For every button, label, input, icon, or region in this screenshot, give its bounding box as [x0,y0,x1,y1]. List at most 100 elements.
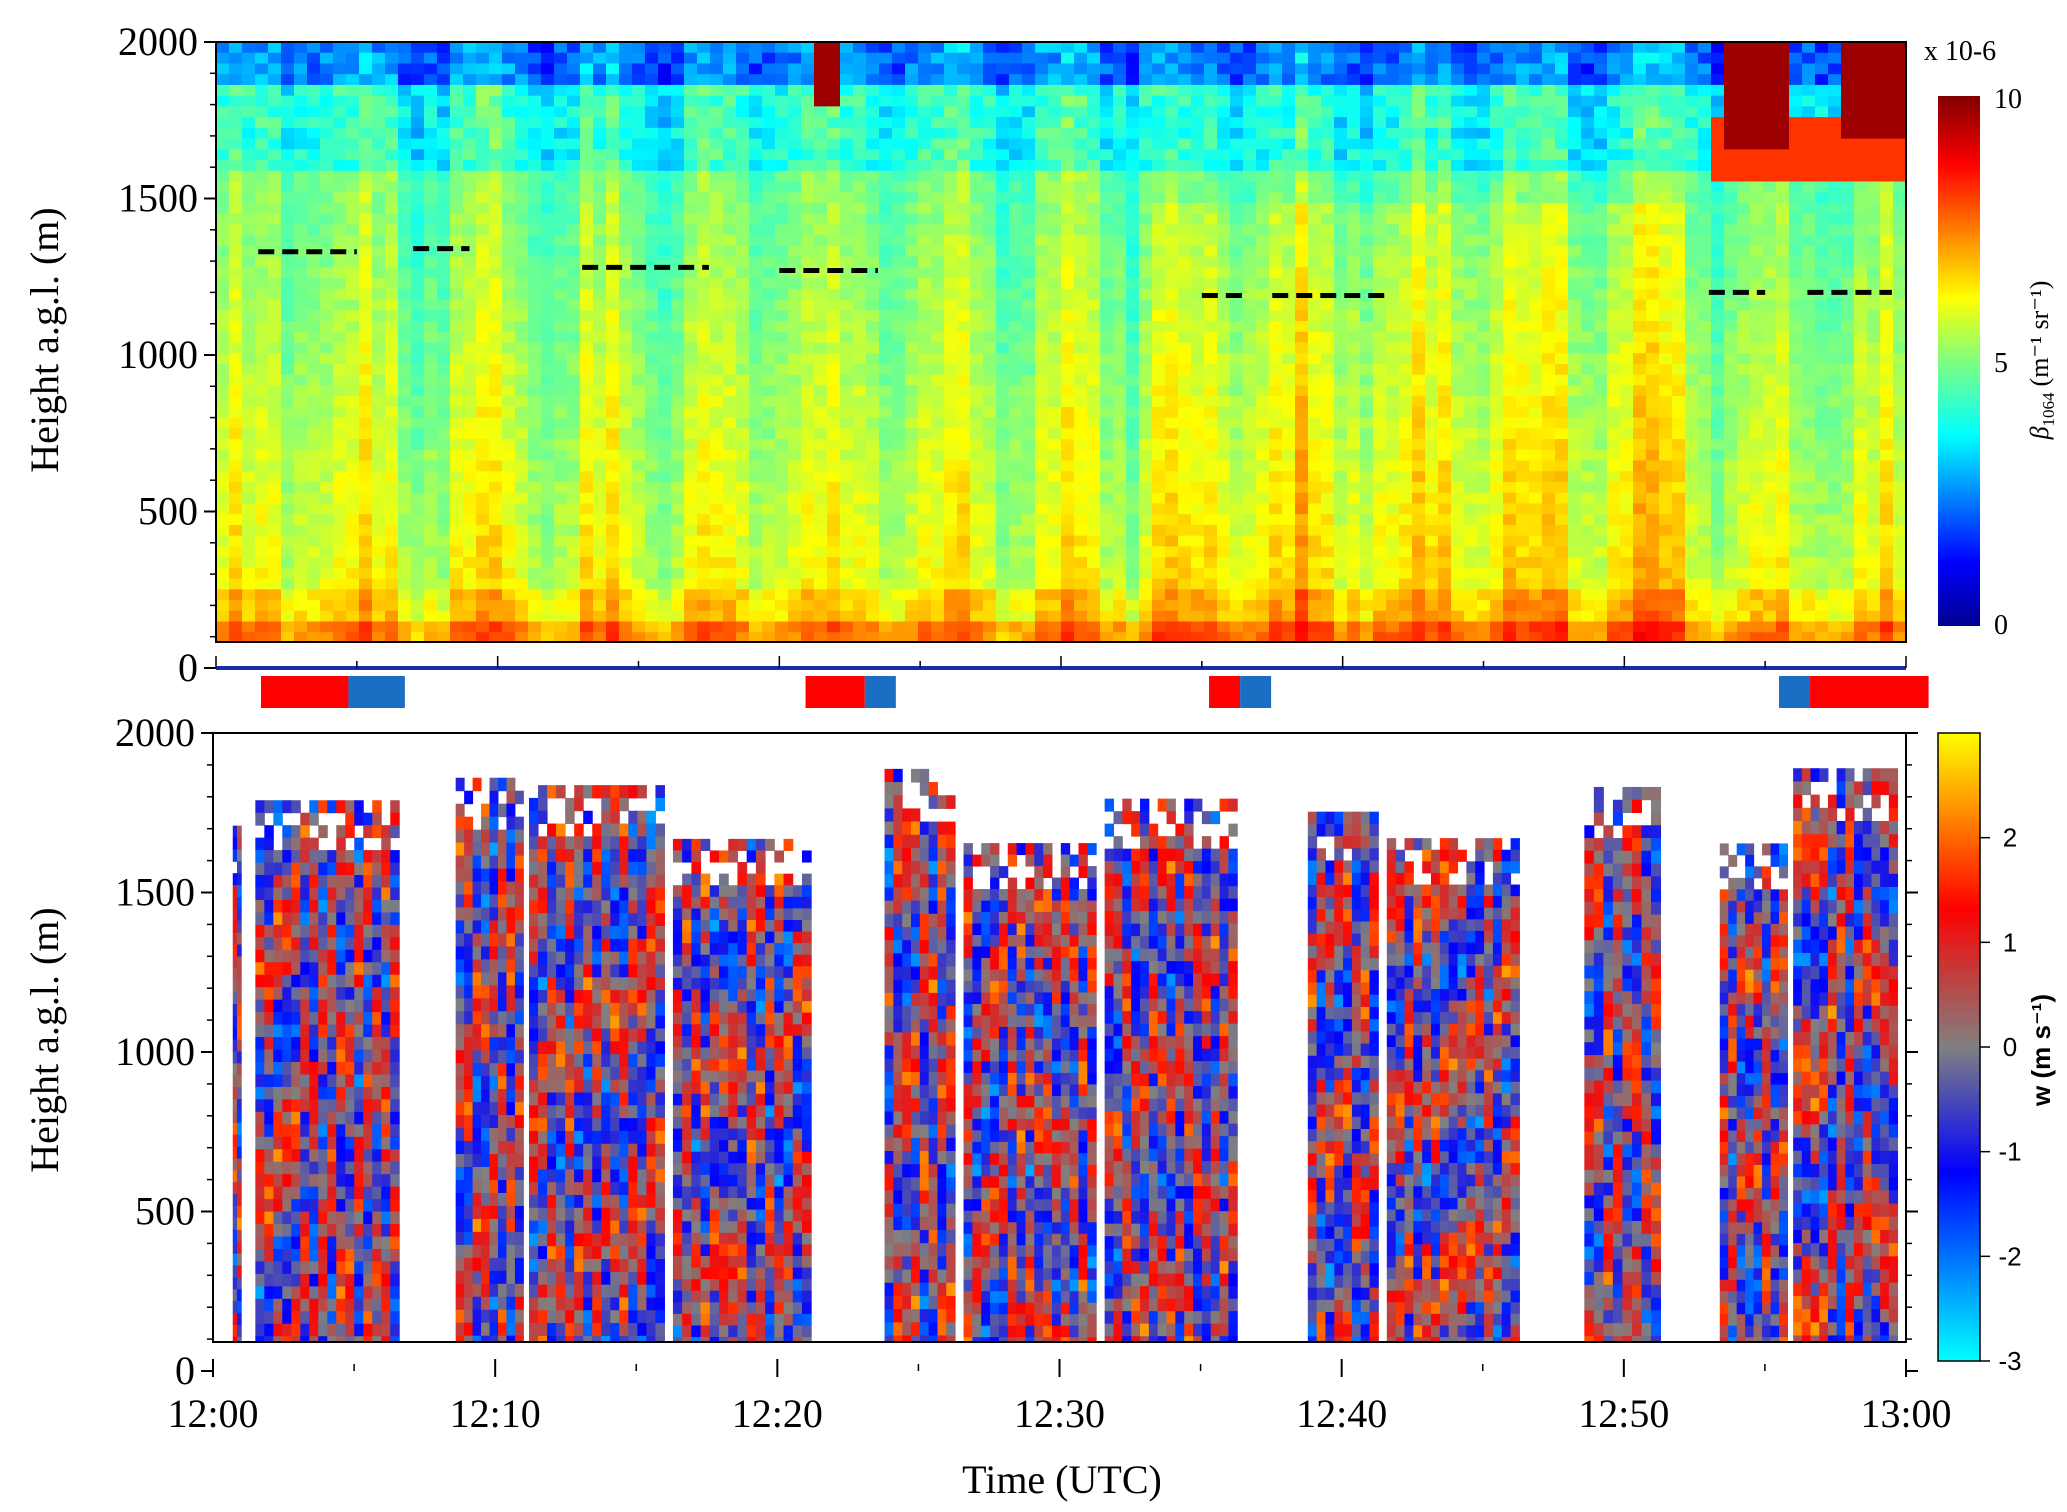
backscatter-cell [502,149,516,161]
backscatter-cell [1022,632,1036,642]
backscatter-cell [528,63,542,75]
backscatter-cell [879,514,893,526]
backscatter-cell [918,406,932,419]
backscatter-cell [333,439,347,451]
backscatter-cell [1087,589,1101,601]
backscatter-cell [1191,256,1205,268]
backscatter-cell [866,535,880,547]
backscatter-cell [788,117,802,129]
backscatter-cell [1009,52,1023,65]
backscatter-cell [749,417,763,429]
backscatter-cell [255,567,269,580]
backscatter-cell [1100,578,1114,590]
backscatter-cell [1230,600,1244,612]
backscatter-cell [411,610,425,623]
backscatter-cell [1126,310,1140,322]
backscatter-cell [697,95,711,107]
backscatter-cell [658,181,672,193]
backscatter-cell [1139,406,1153,419]
backscatter-cell [1230,52,1244,65]
backscatter-cell [424,503,438,515]
backscatter-cell [840,42,854,54]
backscatter-cell [892,600,906,612]
backscatter-cell [255,74,269,86]
backscatter-cell [1126,331,1140,344]
backscatter-cell [528,385,542,397]
backscatter-cell [1113,95,1127,107]
backscatter-cell [294,535,308,547]
backscatter-cell [1360,160,1374,172]
backscatter-cell [970,621,984,633]
backscatter-cell [320,610,334,623]
backscatter-cell [736,385,750,397]
backscatter-cell [697,610,711,623]
backscatter-cell [697,224,711,236]
backscatter-cell [788,632,802,642]
backscatter-cell [801,170,815,183]
backscatter-cell [528,439,542,451]
backscatter-cell [489,181,503,193]
backscatter-cell [619,439,633,451]
backscatter-cell [853,439,867,451]
backscatter-cell [840,621,854,633]
backscatter-cell [333,546,347,558]
backscatter-cell [1373,160,1387,172]
backscatter-cell [1178,181,1192,193]
backscatter-cell [970,492,984,505]
backscatter-cell [1165,149,1179,161]
backscatter-cell [307,235,321,247]
backscatter-cell [1347,256,1361,268]
backscatter-cell [970,524,984,537]
backscatter-cell [619,299,633,311]
backscatter-cell [528,256,542,268]
backscatter-cell [255,610,269,623]
backscatter-cell [398,149,412,161]
backscatter-cell [983,63,997,75]
backscatter-cell [580,288,594,301]
backscatter-cell [437,160,451,172]
backscatter-cell [1009,213,1023,226]
backscatter-cell [359,514,373,526]
backscatter-cell [1347,52,1361,65]
backscatter-cell [229,127,243,140]
backscatter-cell [398,610,412,623]
backscatter-cell [593,396,607,408]
backscatter-cell [957,181,971,193]
backscatter-cell [281,288,295,301]
backscatter-cell [268,385,282,397]
backscatter-cell [593,224,607,236]
backscatter-cell [749,578,763,590]
backscatter-cell [476,42,490,54]
backscatter-cell [1243,449,1257,462]
backscatter-cell [1061,396,1075,408]
backscatter-cell [1048,514,1062,526]
backscatter-cell [567,417,581,429]
backscatter-cell [1334,84,1348,97]
backscatter-cell [736,74,750,86]
backscatter-cell [1048,202,1062,215]
backscatter-cell [515,439,529,451]
backscatter-cell [411,546,425,558]
backscatter-cell [1009,460,1023,472]
backscatter-cell [1230,557,1244,569]
backscatter-cell [476,63,490,75]
backscatter-cell [1295,374,1309,387]
backscatter-cell [450,385,464,397]
backscatter-cell [918,600,932,612]
backscatter-cell [359,52,373,65]
backscatter-cell [931,589,945,601]
backscatter-cell [970,138,984,150]
backscatter-cell [983,374,997,387]
backscatter-cell [879,224,893,236]
backscatter-cell [710,52,724,65]
backscatter-cell [762,160,776,172]
backscatter-cell [242,589,256,601]
backscatter-cell [1100,439,1114,451]
backscatter-cell [541,428,555,440]
backscatter-cell [489,288,503,301]
backscatter-cell [385,417,399,429]
backscatter-cell [1152,202,1166,215]
backscatter-cell [1230,310,1244,322]
backscatter-cell [1139,589,1153,601]
backscatter-cell [385,192,399,204]
